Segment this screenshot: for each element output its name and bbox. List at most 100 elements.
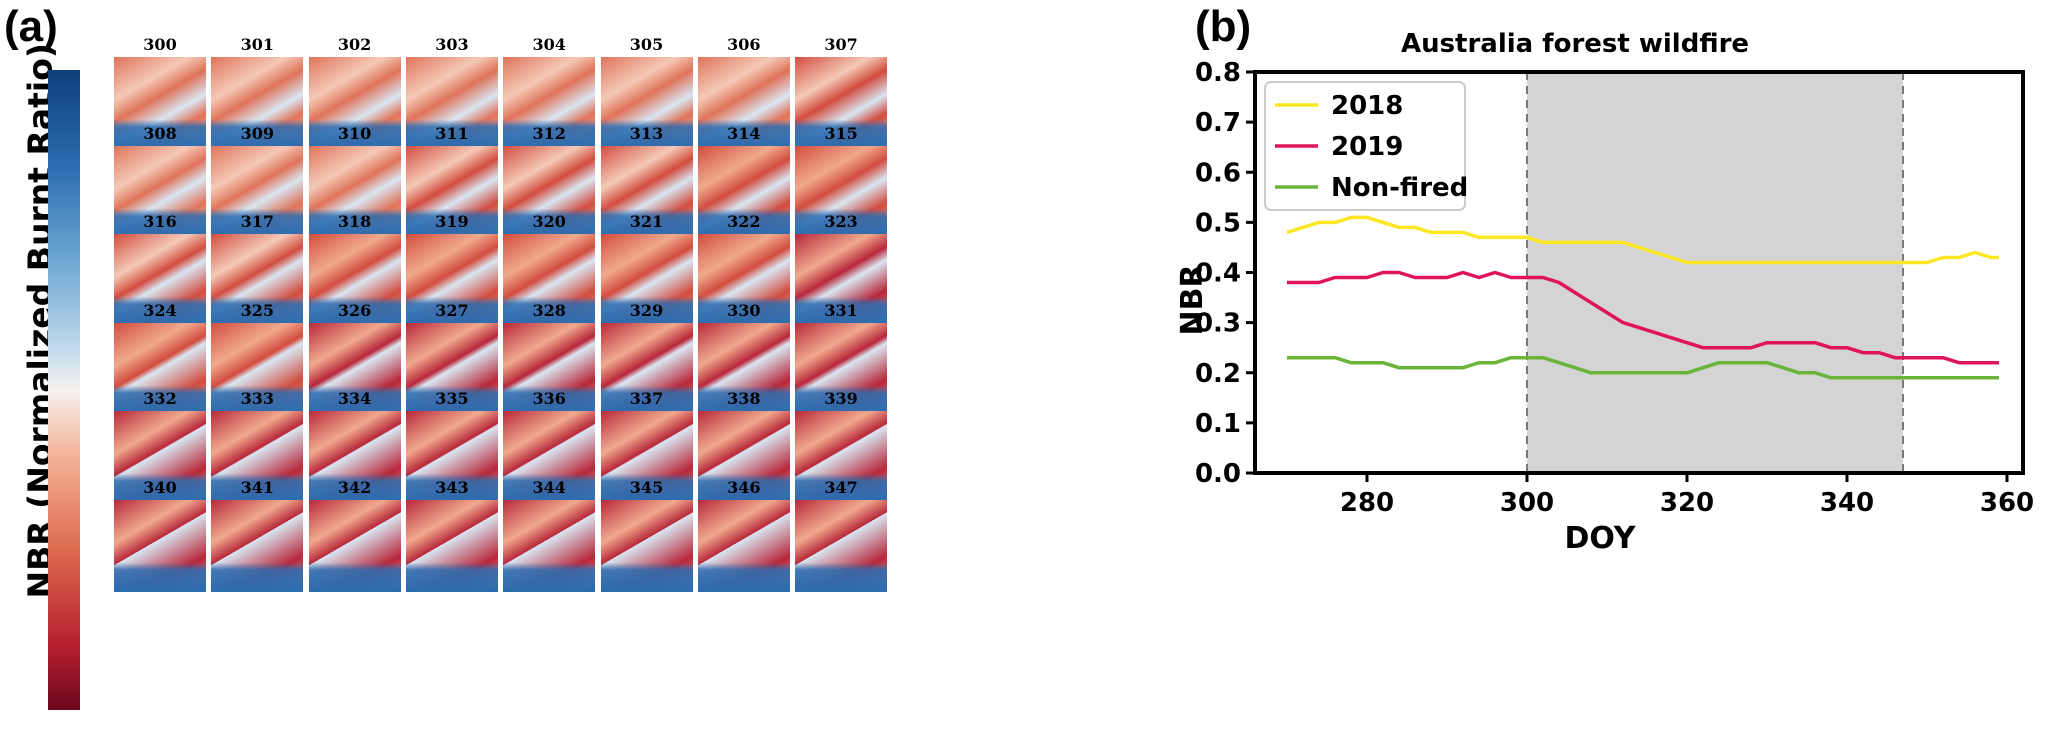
nbr-map	[600, 322, 693, 415]
nbr-map-tile: 313	[599, 123, 695, 243]
nbr-map-tile: 312	[501, 123, 597, 243]
x-tick-label: 300	[1500, 488, 1554, 518]
nbr-map-tile: 326	[307, 301, 403, 420]
y-tick-label: 0.6	[1195, 158, 1241, 188]
y-tick-label: 0.8	[1195, 58, 1241, 88]
nbr-map	[503, 145, 596, 238]
nbr-map	[114, 322, 206, 415]
doy-label: 328	[532, 300, 566, 320]
nbr-map-tile: 302	[307, 36, 403, 154]
nbr-map-tile: 334	[307, 390, 403, 508]
doy-label: 345	[629, 477, 664, 497]
nbr-map	[503, 499, 596, 592]
doy-label: 337	[629, 389, 664, 408]
nbr-map-tile: 319	[404, 213, 500, 331]
nbr-map	[308, 57, 401, 149]
nbr-map-tile: 300	[112, 36, 208, 154]
nbr-map-tile: 309	[209, 123, 305, 243]
nbr-map	[114, 499, 206, 592]
nbr-map-tile: 336	[501, 390, 597, 508]
nbr-map	[697, 57, 790, 149]
nbr-map-tile: 320	[501, 213, 597, 331]
nbr-map	[795, 57, 888, 149]
nbr-map	[405, 145, 498, 238]
nbr-map	[697, 234, 790, 326]
nbr-map	[600, 57, 693, 149]
nbr-map	[795, 411, 888, 503]
nbr-map-tile: 321	[599, 213, 695, 331]
nbr-map-tile: 332	[112, 390, 208, 508]
nbr-map-tile: 305	[599, 36, 695, 154]
panel-a-label: (a)	[4, 2, 58, 51]
doy-label: 340	[143, 477, 177, 497]
nbr-map	[211, 57, 304, 149]
doy-label: 347	[824, 477, 858, 497]
y-tick-label: 0.0	[1195, 459, 1241, 489]
nbr-map	[697, 145, 790, 238]
nbr-map-tile: 338	[696, 390, 792, 508]
nbr-map-tile: 331	[793, 300, 889, 420]
doy-label: 324	[143, 300, 177, 320]
doy-label: 342	[337, 477, 372, 497]
x-tick-label: 340	[1820, 488, 1874, 518]
doy-label: 325	[240, 300, 274, 320]
nbr-map-tile: 341	[209, 478, 305, 597]
nbr-map	[503, 234, 596, 326]
nbr-map-tile: 346	[696, 478, 792, 597]
doy-label: 339	[824, 389, 858, 408]
doy-label: 317	[240, 212, 274, 231]
nbr-map	[211, 499, 304, 592]
nbr-map	[795, 234, 888, 326]
nbr-map	[600, 234, 693, 326]
nbr-map	[308, 322, 401, 415]
doy-label: 304	[532, 35, 566, 54]
nbr-map-tile: 308	[112, 124, 208, 243]
doy-label: 309	[240, 123, 274, 143]
doy-label: 307	[824, 35, 858, 54]
doy-label: 313	[629, 123, 664, 143]
doy-label: 311	[435, 123, 469, 143]
doy-label: 330	[727, 300, 761, 320]
y-tick-label: 0.2	[1195, 359, 1241, 389]
nbr-map-tile: 328	[501, 300, 597, 420]
doy-label: 300	[143, 35, 177, 54]
doy-label: 318	[337, 212, 372, 231]
nbr-map-tile: 314	[696, 124, 792, 243]
nbr-map	[405, 234, 498, 326]
nbr-map-tile: 335	[404, 390, 500, 508]
nbr-map	[697, 411, 790, 503]
nbr-map-tile: 311	[404, 123, 500, 243]
legend-entry: 2018	[1331, 91, 1403, 121]
y-tick-label: 0.7	[1195, 108, 1241, 138]
series-line-2018	[1286, 215, 1999, 265]
doy-label: 312	[532, 123, 566, 143]
y-tick-label: 0.4	[1195, 259, 1241, 289]
nbr-map-tile: 342	[307, 477, 403, 597]
doy-label: 320	[532, 212, 566, 231]
nbr-map-tile: 301	[209, 36, 305, 154]
doy-label: 322	[727, 212, 761, 231]
nbr-map-tile: 330	[696, 300, 792, 420]
nbr-map	[308, 234, 401, 326]
legend: 2018 2019 Non-fired	[1264, 81, 1468, 211]
nbr-map-tile: 316	[112, 213, 208, 331]
doy-label: 336	[532, 389, 566, 408]
nbr-map-tile: 329	[599, 300, 695, 420]
nbr-map-tile: 337	[599, 390, 695, 508]
panel-b-label: (b)	[1195, 2, 1252, 51]
doy-label: 303	[435, 35, 469, 54]
nbr-map	[600, 145, 693, 238]
nbr-line-chart: 280 300 320 340 360 0.0 0.1 0.2 0.3 0.4 0.5 0.6 0.7…	[1175, 29, 2034, 556]
nbr-map	[308, 499, 401, 592]
doy-label: 331	[824, 300, 858, 320]
doy-label: 310	[337, 123, 372, 143]
doy-label: 329	[629, 300, 664, 320]
x-tick-label: 360	[1980, 488, 2034, 518]
nbr-map-tile: 318	[307, 213, 403, 331]
nbr-map	[211, 411, 304, 503]
nbr-map-tile: 343	[404, 478, 500, 597]
nbr-map-tile: 303	[404, 36, 500, 154]
nbr-map	[405, 57, 498, 149]
doy-label: 338	[727, 389, 761, 408]
y-tick-label: 0.5	[1195, 208, 1241, 238]
